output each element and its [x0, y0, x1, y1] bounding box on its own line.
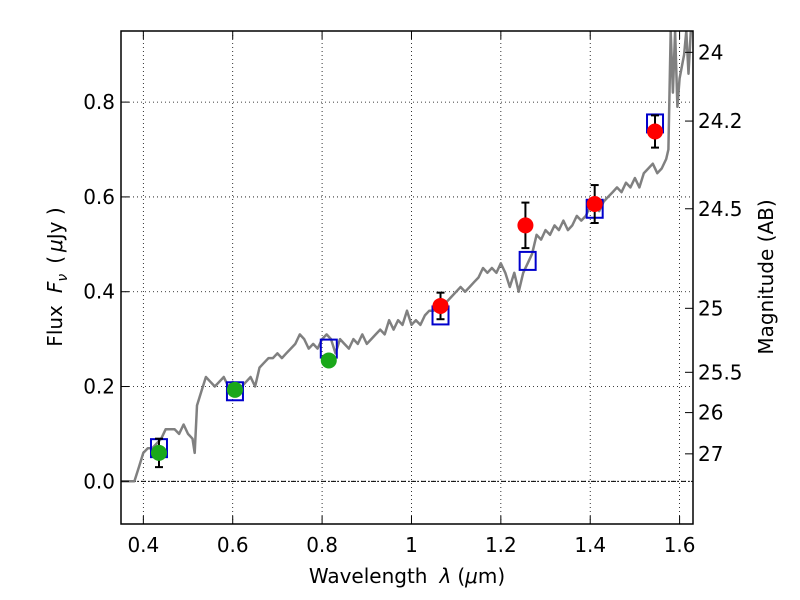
x-axis-label: Wavelength λ (μm) [309, 564, 505, 588]
x-tick-label: 0.4 [127, 533, 159, 557]
red-point-marker [586, 196, 603, 213]
green-point-marker [226, 381, 243, 398]
y-axis-label: FluxFν(μJy ) [43, 207, 71, 346]
y2-tick-label: 26 [698, 401, 723, 425]
spectrum-line [121, 31, 693, 483]
y2-tick-label: 24.2 [698, 109, 743, 133]
y-tick-label: 0.2 [83, 375, 115, 399]
x-tick-label: 0.6 [217, 533, 249, 557]
green-point-marker [320, 352, 337, 369]
x-tick-label: 1.2 [485, 533, 517, 557]
y-tick-label: 0.8 [83, 90, 115, 114]
x-tick-label: 1.6 [664, 533, 696, 557]
data-markers [149, 113, 665, 469]
y2-tick-label: 24 [698, 40, 723, 64]
x-tick-labels: 0.4 0.6 0.8 1 1.2 1.4 1.6 [127, 533, 695, 557]
grid-lines [121, 31, 693, 524]
y-tick-labels: 0.0 0.2 0.4 0.6 0.8 [83, 90, 115, 493]
plot-frame [120, 30, 694, 525]
y2-tick-label: 27 [698, 442, 723, 466]
red-point-marker [432, 297, 449, 314]
y2-tick-label: 25 [698, 296, 723, 320]
y2-tick-label: 25.5 [698, 360, 743, 384]
red-point-marker [517, 217, 534, 234]
red-point-marker [647, 123, 664, 140]
y-tick-label: 0.4 [83, 280, 115, 304]
y-tick-label: 0.6 [83, 185, 115, 209]
y2-tick-label: 24.5 [698, 197, 743, 221]
axis-ticks [121, 31, 693, 524]
x-tick-label: 1.4 [574, 533, 606, 557]
y2-tick-labels: 24 24.2 24.5 25 25.5 26 27 [698, 40, 743, 466]
x-tick-label: 0.8 [306, 533, 338, 557]
model-box-marker [518, 250, 537, 271]
y-tick-label: 0.0 [83, 469, 115, 493]
y2-axis-label: Magnitude (AB) [754, 199, 778, 354]
green-point-marker [150, 444, 167, 461]
x-tick-label: 1 [405, 533, 418, 557]
